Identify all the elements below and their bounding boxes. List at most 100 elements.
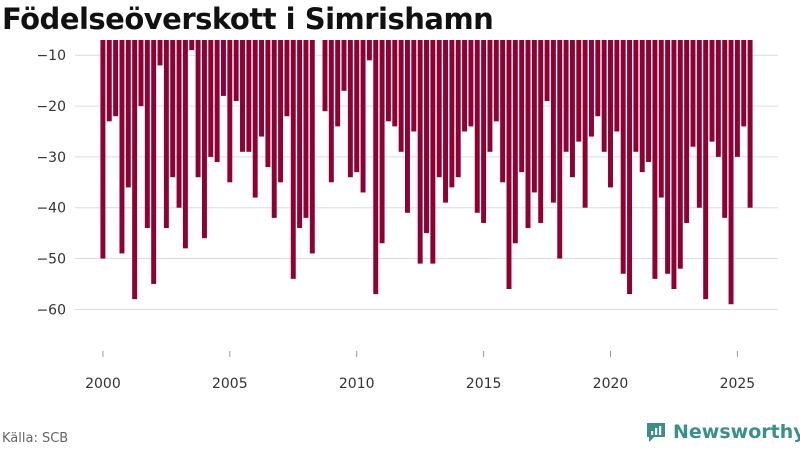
bars bbox=[100, 40, 753, 305]
x-tick-label: 2025 bbox=[720, 376, 756, 392]
y-tick-label: −40 bbox=[36, 201, 66, 217]
x-tick-label: 2010 bbox=[339, 376, 375, 392]
bar bbox=[417, 40, 423, 264]
bar bbox=[189, 40, 195, 51]
bar bbox=[715, 40, 721, 157]
bar bbox=[144, 40, 150, 229]
source-note: Källa: SCB bbox=[2, 431, 69, 446]
bar bbox=[614, 40, 620, 132]
chart-title: Födelseöverskott i Simrishamn bbox=[2, 2, 494, 36]
bar bbox=[106, 40, 112, 122]
bar bbox=[468, 40, 474, 127]
bar bbox=[734, 40, 740, 157]
bar bbox=[620, 40, 626, 274]
brand-logo: Newsworthy bbox=[645, 421, 800, 443]
bar bbox=[506, 40, 512, 290]
bar bbox=[544, 40, 550, 101]
bar bbox=[259, 40, 265, 137]
bar bbox=[557, 40, 563, 259]
bar bbox=[608, 40, 613, 188]
y-tick-label: −10 bbox=[36, 48, 66, 64]
bar bbox=[703, 40, 709, 300]
bar bbox=[722, 40, 728, 218]
bar bbox=[119, 40, 125, 254]
bar bbox=[360, 40, 366, 193]
bar bbox=[595, 40, 601, 117]
bar bbox=[728, 40, 734, 305]
bar bbox=[500, 40, 506, 183]
bar bbox=[462, 40, 468, 132]
bar bbox=[290, 40, 296, 279]
bar bbox=[487, 40, 493, 152]
bar bbox=[297, 40, 303, 229]
brand-name: Newsworthy bbox=[673, 421, 800, 443]
bar-chart: −10−20−30−40−50−60 2000 2005 2010 2015 2020 2… bbox=[36, 40, 778, 392]
bar bbox=[690, 40, 696, 147]
bar bbox=[265, 40, 271, 168]
bar bbox=[309, 40, 315, 254]
bar bbox=[449, 40, 455, 188]
bar bbox=[157, 40, 163, 66]
bar bbox=[385, 40, 391, 122]
bar bbox=[696, 40, 702, 208]
bar bbox=[195, 40, 201, 178]
bar bbox=[550, 40, 556, 203]
bar bbox=[284, 40, 290, 117]
bar bbox=[411, 40, 417, 132]
bar bbox=[138, 40, 144, 107]
bar bbox=[601, 40, 607, 152]
bar bbox=[373, 40, 379, 295]
bar bbox=[328, 40, 334, 183]
newsworthy-logo-icon bbox=[647, 423, 665, 442]
bar bbox=[525, 40, 531, 229]
bar bbox=[443, 40, 449, 203]
bar bbox=[684, 40, 690, 223]
bar bbox=[741, 40, 747, 127]
bar bbox=[481, 40, 487, 223]
bar bbox=[455, 40, 461, 178]
bar bbox=[646, 40, 652, 162]
bar bbox=[379, 40, 385, 244]
bar bbox=[588, 40, 594, 137]
bar bbox=[163, 40, 169, 229]
y-tick-label: −20 bbox=[36, 99, 66, 115]
bar bbox=[240, 40, 245, 152]
bar bbox=[366, 40, 372, 61]
bar bbox=[747, 40, 753, 208]
bar bbox=[493, 40, 499, 122]
bar bbox=[531, 40, 537, 193]
bar bbox=[582, 40, 588, 208]
bar bbox=[271, 40, 277, 218]
bar bbox=[633, 40, 639, 152]
bar bbox=[100, 40, 106, 259]
bar bbox=[658, 40, 664, 198]
y-tick-label: −60 bbox=[36, 302, 66, 318]
x-tick-label: 2005 bbox=[212, 376, 248, 392]
y-axis: −10 −20 −30 −40 −50 −60 bbox=[36, 48, 66, 318]
bar bbox=[347, 40, 353, 178]
bar bbox=[563, 40, 569, 152]
bar bbox=[252, 40, 258, 198]
y-tick-label: −50 bbox=[36, 252, 66, 268]
bar bbox=[436, 40, 442, 178]
bar bbox=[341, 40, 347, 91]
bar bbox=[176, 40, 182, 208]
bar bbox=[538, 40, 544, 223]
bar bbox=[512, 40, 518, 244]
bar bbox=[335, 40, 341, 127]
bar bbox=[113, 40, 119, 117]
bar bbox=[671, 40, 677, 290]
y-tick-label: −30 bbox=[36, 150, 66, 166]
bar bbox=[208, 40, 214, 157]
bar bbox=[424, 40, 429, 234]
x-tick-label: 2000 bbox=[85, 376, 121, 392]
bar bbox=[227, 40, 233, 183]
bar bbox=[576, 40, 582, 142]
bar bbox=[709, 40, 715, 142]
bar bbox=[392, 40, 398, 127]
bar bbox=[132, 40, 138, 300]
bar bbox=[652, 40, 658, 279]
bar bbox=[354, 40, 360, 173]
bar bbox=[220, 40, 226, 96]
bar bbox=[665, 40, 671, 274]
